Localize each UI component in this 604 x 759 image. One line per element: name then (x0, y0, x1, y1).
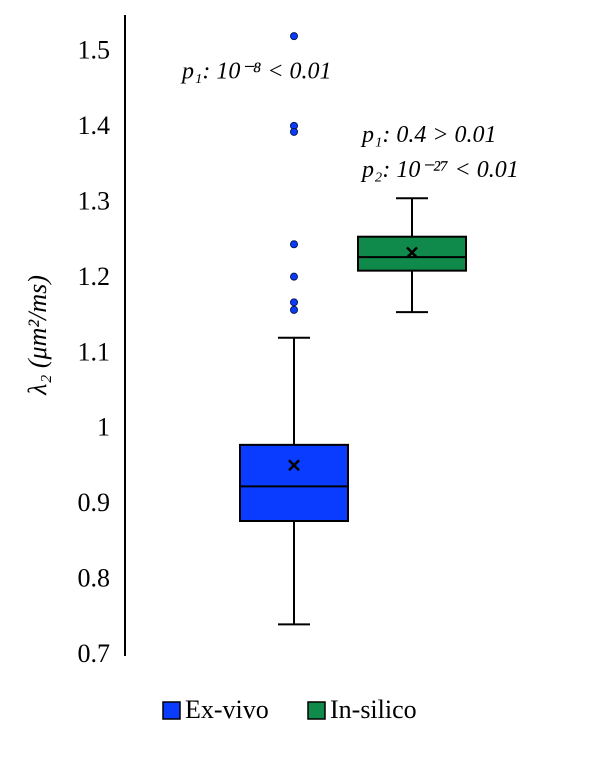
annotation: p₂: 10⁻²⁷ < 0.01 (360, 157, 519, 183)
y-tick-label: 0.7 (78, 639, 111, 668)
outlier (290, 127, 298, 136)
y-tick-label: 1.2 (78, 262, 111, 291)
mean-marker (288, 459, 300, 472)
y-tick-label: 1.1 (78, 337, 111, 366)
legend-swatch (162, 701, 181, 720)
outlier (290, 272, 298, 281)
annotation: p₁: 0.4 > 0.01 (360, 122, 497, 148)
annotation: p₁: 10⁻⁸ < 0.01 (180, 59, 332, 85)
legend-swatch (307, 701, 326, 720)
mean-marker (406, 246, 418, 259)
outlier (290, 305, 298, 314)
y-tick-label: 0.8 (78, 564, 111, 593)
outlier (290, 32, 298, 41)
y-tick-label: 0.9 (78, 488, 111, 517)
legend-label: Ex-vivo (185, 695, 269, 724)
y-axis-label: λ₂ (μm²/ms) (23, 275, 52, 396)
y-tick-label: 1 (97, 413, 110, 442)
legend-label: In-silico (330, 695, 417, 724)
y-tick-label: 1.5 (78, 36, 111, 65)
outlier (290, 240, 298, 249)
y-tick-label: 1.4 (78, 111, 111, 140)
box (239, 443, 349, 523)
outlier (290, 298, 298, 307)
y-tick-label: 1.3 (78, 186, 111, 215)
